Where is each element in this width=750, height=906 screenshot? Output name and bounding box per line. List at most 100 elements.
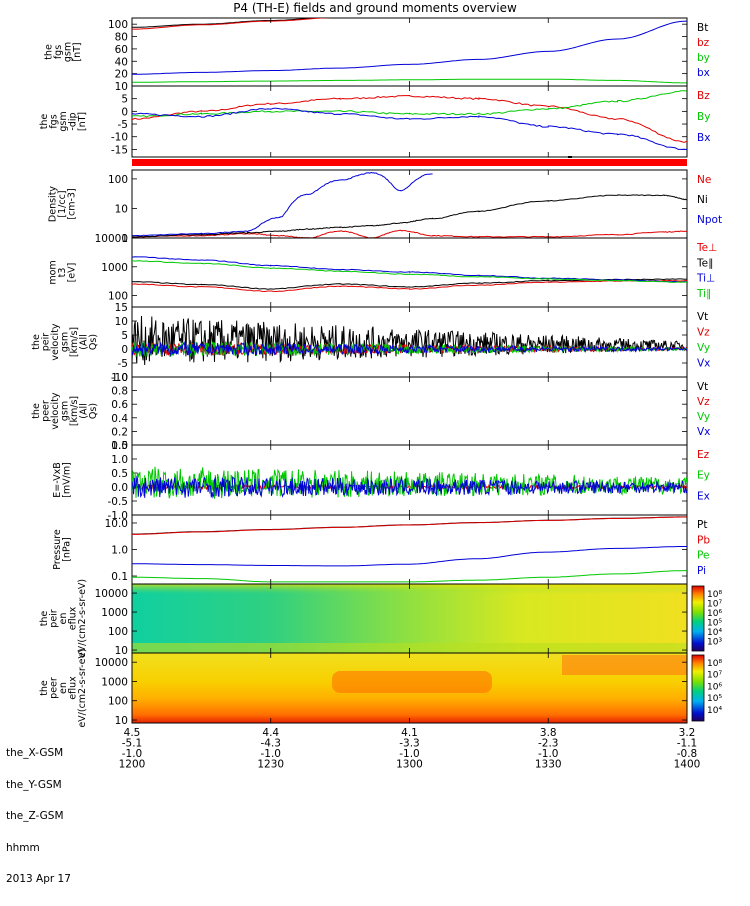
legend-label: Ex bbox=[697, 490, 710, 502]
y-tick-label: 1.0 bbox=[111, 372, 128, 384]
legend-label: Vy bbox=[697, 411, 710, 423]
legend-label: Vz bbox=[697, 327, 710, 339]
y-tick-label: 5 bbox=[121, 94, 128, 106]
y-tick-label: -1.0 bbox=[108, 510, 129, 522]
y-tick-label: 100 bbox=[108, 291, 128, 303]
y-tick-label: 1000 bbox=[101, 607, 128, 619]
y-tick-label: 5 bbox=[121, 330, 128, 342]
panel-frame bbox=[131, 17, 688, 87]
legend-label: bx bbox=[697, 67, 710, 79]
y-axis-label-word: gsm bbox=[58, 111, 69, 131]
panel-frame bbox=[131, 85, 688, 158]
footer-tick-value: 1400 bbox=[674, 759, 701, 771]
y-axis-label-word: peir bbox=[49, 609, 60, 628]
mode-bar bbox=[132, 159, 687, 166]
y-axis-label-word: mom bbox=[48, 260, 59, 284]
footer-tick-value: 4.1 bbox=[401, 727, 418, 739]
y-tick-label: 40 bbox=[115, 56, 128, 68]
series-line-ex bbox=[132, 475, 687, 499]
legend-label: Vx bbox=[697, 426, 710, 438]
y-axis-label-word: en bbox=[58, 613, 69, 625]
y-axis-label: E=-VxB[mV/m] bbox=[52, 462, 73, 498]
y-axis-label-word: [1/cc] bbox=[57, 190, 68, 217]
footer-label-x-gsm: the_X-GSM bbox=[6, 747, 64, 759]
legend-label: Ti∥ bbox=[696, 288, 711, 300]
legend-label: Pt bbox=[697, 519, 707, 531]
y-tick-label: 0 bbox=[121, 106, 128, 118]
footer-tick-value: 3.8 bbox=[540, 727, 557, 739]
legend-label: Pi bbox=[697, 565, 706, 577]
y-axis-label-word: the bbox=[31, 334, 42, 350]
footer-tick-value: 1300 bbox=[396, 759, 423, 771]
y-axis-label-word: [km/s] bbox=[69, 327, 80, 357]
y-axis-label-word: fgs bbox=[49, 114, 60, 128]
legend-label: Ez bbox=[697, 449, 710, 461]
legend-label: Vz bbox=[697, 396, 710, 408]
legend-label: Te∥ bbox=[696, 257, 713, 269]
legend-label: Vy bbox=[697, 342, 710, 354]
series-line-ne bbox=[132, 229, 687, 238]
series-line-bx bbox=[132, 20, 687, 75]
series-line-ti⊥ bbox=[132, 256, 687, 283]
y-axis-label-word: eflux bbox=[68, 606, 79, 630]
legend-label: Pe bbox=[697, 550, 709, 562]
y-tick-label: 10 bbox=[115, 316, 128, 328]
y-axis-label-word: [km/s] bbox=[69, 396, 80, 426]
legend-label: Ey bbox=[697, 470, 710, 482]
y-axis-label-word: the bbox=[39, 611, 50, 627]
footer-tick-value: 3.2 bbox=[679, 727, 696, 739]
y-tick-label: 100 bbox=[108, 626, 128, 638]
y-tick-label: 10.0 bbox=[105, 518, 128, 530]
y-axis-label-word: [mV/m] bbox=[61, 462, 72, 498]
y-axis-label-word: -dip bbox=[68, 112, 79, 130]
y-axis-label-word: fgs bbox=[53, 45, 64, 59]
y-axis-label-word: peer bbox=[40, 400, 51, 422]
legend-label: Vt bbox=[697, 381, 708, 393]
legend-label: Ne bbox=[697, 174, 711, 186]
y-tick-label: 100 bbox=[108, 174, 128, 186]
y-tick-label: -5 bbox=[118, 358, 128, 370]
legend-label: Vx bbox=[697, 358, 710, 370]
y-tick-label: 0.8 bbox=[111, 386, 128, 398]
series-line-by bbox=[132, 78, 687, 84]
y-axis-label-word: t3 bbox=[57, 268, 68, 278]
colorbar bbox=[691, 585, 705, 652]
y-axis-label-word: eflux bbox=[68, 676, 79, 700]
colorbar-tick-label: 10⁵ bbox=[707, 618, 722, 628]
y-tick-label: -5 bbox=[118, 119, 128, 131]
y-axis-label-word: velocity bbox=[50, 392, 61, 430]
footer-tick-value: 4.5 bbox=[124, 727, 141, 739]
y-tick-label: 1.0 bbox=[111, 454, 128, 466]
y-tick-label: 0.5 bbox=[111, 468, 128, 480]
y-tick-label: 10 bbox=[115, 645, 128, 657]
footer-tick-value: -0.8 bbox=[677, 748, 698, 760]
y-axis-label-word: velocity bbox=[50, 323, 61, 361]
legend-label: By bbox=[697, 111, 710, 123]
y-tick-label: 10 bbox=[115, 203, 128, 215]
y-axis-label-word: en bbox=[58, 682, 69, 694]
footer-tick-value: 1230 bbox=[257, 759, 284, 771]
series-line-pb bbox=[132, 516, 687, 535]
series-line-bz bbox=[132, 94, 687, 143]
colorbar-tick-label: 10⁶ bbox=[707, 609, 722, 619]
footer-tick-value: -1.0 bbox=[538, 748, 559, 760]
legend-label: Bz bbox=[697, 90, 710, 102]
figure-title: P4 (TH-E) fields and ground moments over… bbox=[233, 1, 517, 15]
y-tick-label: 15 bbox=[115, 302, 128, 314]
y-axis-label-word: the bbox=[39, 114, 50, 130]
y-tick-label: 10000 bbox=[95, 588, 128, 600]
y-tick-label: 100 bbox=[108, 696, 128, 708]
colorbar-tick-label: 10⁸ bbox=[707, 659, 722, 669]
footer-label-y-gsm: the_Y-GSM bbox=[6, 778, 62, 791]
legend-label: Bx bbox=[697, 132, 710, 144]
y-axis-label-word: gsm bbox=[59, 401, 70, 421]
y-axis-label-word: E=-VxB bbox=[52, 462, 63, 497]
y-axis-label: Density[1/cc][cm-3] bbox=[48, 186, 78, 222]
footer-tick-value: -1.0 bbox=[399, 748, 420, 760]
y-tick-label: 1000 bbox=[101, 676, 128, 688]
y-tick-label: 0.1 bbox=[111, 571, 128, 583]
